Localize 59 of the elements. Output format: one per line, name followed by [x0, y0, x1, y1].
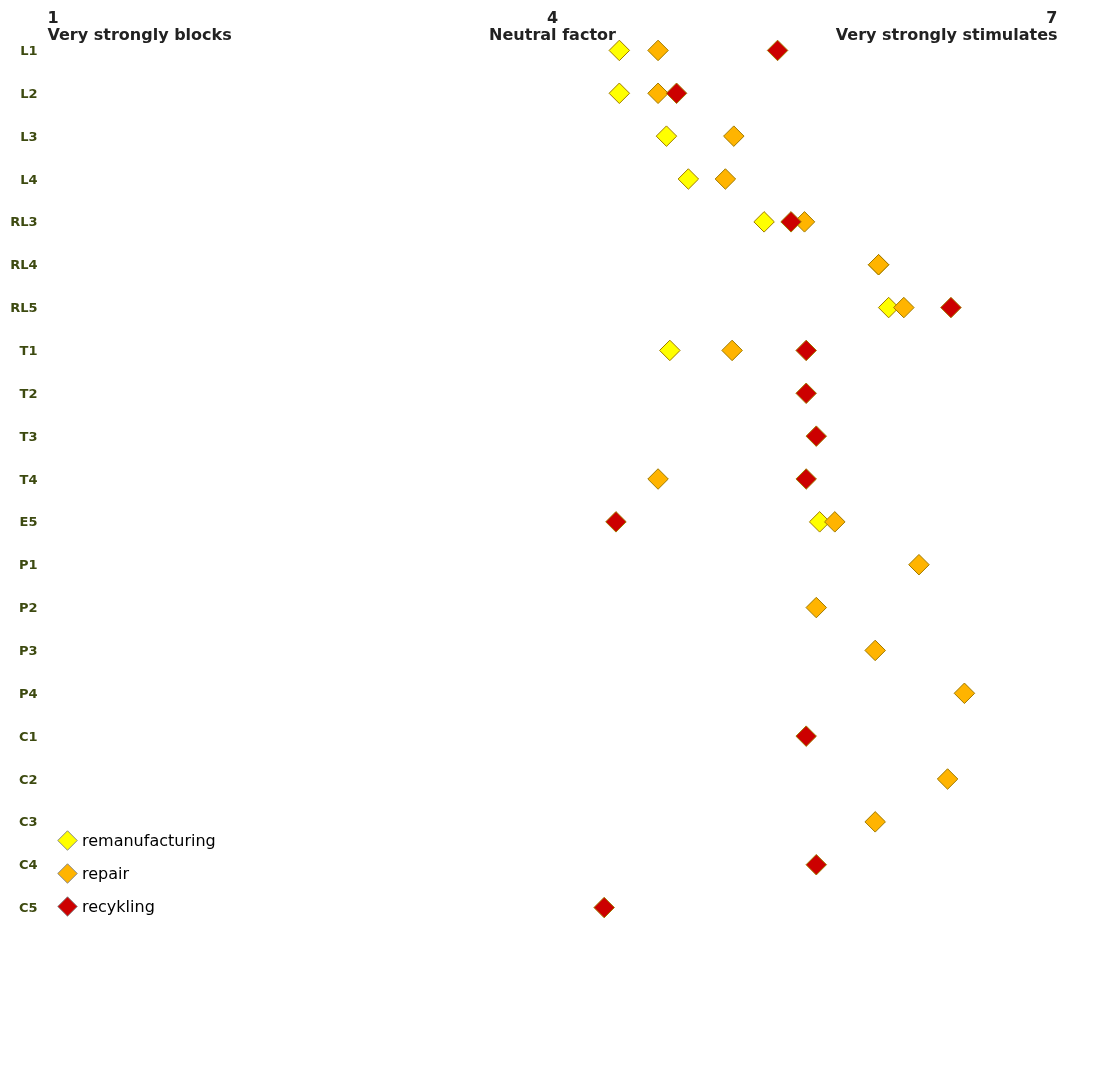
- point: [864, 811, 886, 833]
- point: [936, 768, 959, 790]
- point: [608, 39, 631, 62]
- y-tick-label: C2: [18, 771, 38, 787]
- y-tick-label: T1: [19, 342, 38, 358]
- point: [805, 853, 828, 876]
- y-tick-label: L1: [20, 42, 38, 58]
- y-tick-label: P4: [18, 685, 38, 701]
- point: [795, 339, 817, 362]
- point: [655, 125, 678, 147]
- legend-label: remanufacturing: [82, 830, 216, 850]
- y-tick-label: E5: [19, 514, 38, 530]
- point: [780, 211, 802, 233]
- y-tick-label: P2: [18, 600, 38, 616]
- y-tick-label: L2: [20, 85, 38, 101]
- point: [753, 211, 775, 233]
- point: [824, 511, 846, 533]
- legend-label: recykling: [82, 896, 155, 916]
- point: [647, 39, 669, 62]
- y-tick-label: C4: [18, 857, 38, 873]
- point: [605, 511, 627, 533]
- point: [795, 382, 817, 405]
- point: [940, 296, 962, 319]
- x-tick-label: 4 Neutral factor: [489, 7, 617, 44]
- y-tick-label: P3: [18, 642, 38, 658]
- point: [593, 896, 615, 919]
- point: [893, 296, 915, 319]
- point: [647, 82, 669, 105]
- y-tick-label: RL3: [10, 214, 38, 230]
- y-tick-label: RL5: [10, 300, 38, 316]
- x-tick-label: 1 Very strongly blocks: [47, 7, 232, 44]
- y-tick-label: T2: [19, 385, 38, 401]
- y-tick-label: C3: [18, 814, 38, 830]
- point: [723, 125, 745, 147]
- point: [805, 425, 828, 447]
- y-tick-label: T3: [19, 428, 38, 444]
- point: [714, 168, 737, 190]
- point: [647, 468, 669, 490]
- y-tick-label: RL4: [10, 257, 38, 273]
- x-tick-label: 7 Very strongly stimulates: [835, 7, 1058, 44]
- point: [608, 82, 631, 105]
- point: [795, 725, 817, 747]
- y-tick-label: P1: [18, 557, 38, 573]
- point: [677, 168, 700, 190]
- y-tick-label: T4: [19, 471, 38, 487]
- y-tick-label: C5: [18, 900, 38, 916]
- point: [665, 82, 688, 105]
- point: [953, 682, 976, 705]
- point: [766, 39, 789, 62]
- point: [721, 339, 743, 362]
- legend-label: repair: [82, 863, 130, 883]
- point: [659, 339, 681, 362]
- y-tick-label: L4: [20, 171, 38, 187]
- y-tick-label: C1: [18, 728, 38, 744]
- point: [864, 639, 886, 662]
- y-tick-label: L3: [20, 128, 38, 144]
- point: [908, 553, 930, 576]
- point: [795, 468, 817, 490]
- point: [805, 596, 828, 619]
